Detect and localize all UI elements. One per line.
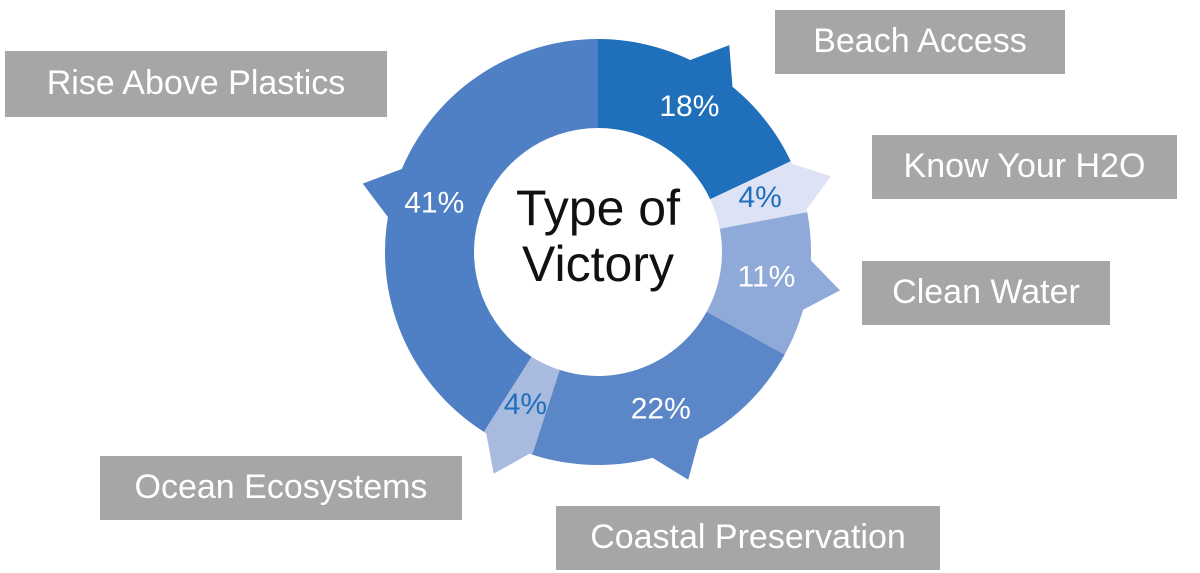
- category-label: Ocean Ecosystems: [135, 468, 428, 506]
- value-label: 4%: [738, 181, 781, 214]
- donut-segment: [483, 356, 560, 474]
- label-box: [872, 135, 1177, 199]
- label-box: [100, 456, 462, 520]
- category-label: Clean Water: [892, 273, 1080, 311]
- value-label: 11%: [737, 261, 795, 294]
- category-label: Beach Access: [813, 22, 1027, 60]
- category-label: Know Your H2O: [904, 147, 1146, 185]
- value-label: 4%: [504, 388, 547, 421]
- donut-segment: [362, 39, 598, 432]
- donut-segment: [706, 212, 840, 355]
- value-label: 41%: [404, 186, 464, 219]
- donut-segment: [598, 39, 791, 200]
- label-box: [5, 51, 387, 117]
- value-label: 18%: [659, 90, 719, 123]
- category-label: Coastal Preservation: [590, 518, 906, 556]
- label-box: [862, 261, 1110, 325]
- donut-segment: [532, 311, 785, 480]
- category-label: Rise Above Plastics: [47, 64, 346, 102]
- chart-title: Type of Victory: [516, 180, 680, 292]
- label-box: [775, 10, 1065, 74]
- value-label: 22%: [631, 392, 691, 425]
- label-box: [556, 506, 940, 570]
- donut-segment: [710, 161, 832, 229]
